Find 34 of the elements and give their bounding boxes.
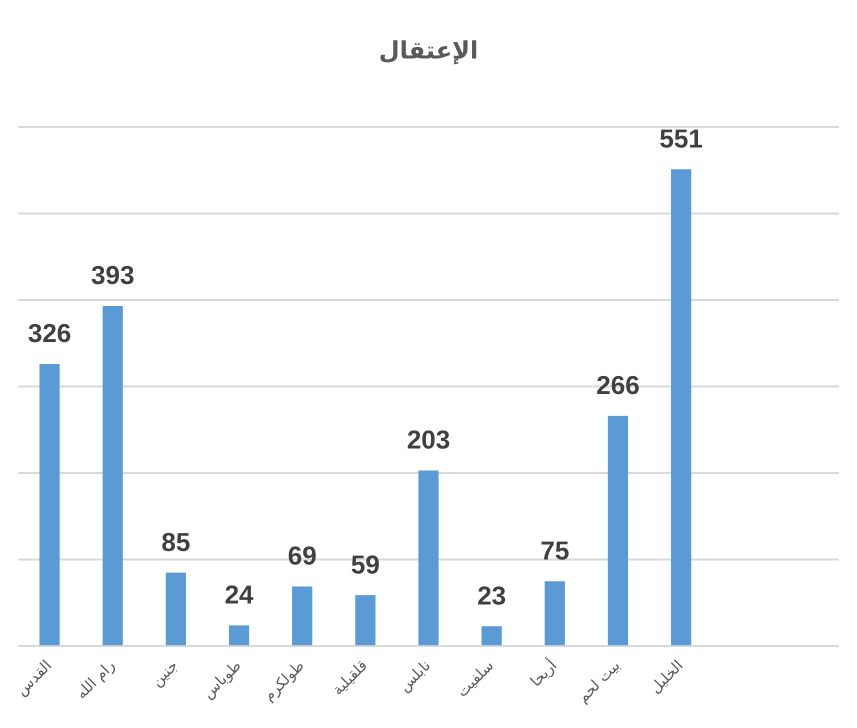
bar [418,470,439,646]
bar [228,625,250,646]
bar [608,416,628,646]
bar [292,586,312,646]
x-tick-label: طولكرم [260,656,308,705]
data-label: 551 [659,123,703,154]
bar [482,626,502,646]
x-tick-label: سلفيت [453,656,498,701]
data-label: 24 [224,580,254,610]
data-label: 75 [540,535,570,566]
bar [102,306,123,646]
x-tick-label: جنين [148,656,182,690]
data-label: 85 [161,526,190,557]
x-tick-label: الخليل [646,656,687,697]
data-label: 23 [477,580,506,610]
x-tick-label: نابلس [395,656,434,696]
data-label: 393 [91,260,134,290]
data-label: 266 [596,370,640,400]
data-label: 326 [28,318,72,348]
bar [544,581,565,646]
bar [671,169,692,646]
bar [355,595,376,646]
x-tick-label: قلقيلية [328,656,371,699]
x-tick-label: بيت لحم [574,656,624,706]
x-tick-label: أريحا [526,656,560,690]
x-tick-label: القدس [12,656,56,700]
data-label: 203 [406,424,450,455]
chart-title: الإعتقال [378,36,478,65]
bar [166,572,186,646]
x-tick-label: طوباس [198,656,245,702]
bar [39,364,60,646]
data-label: 69 [288,540,317,571]
data-label: 59 [350,549,380,580]
x-tick-label: رام الله [72,656,118,703]
